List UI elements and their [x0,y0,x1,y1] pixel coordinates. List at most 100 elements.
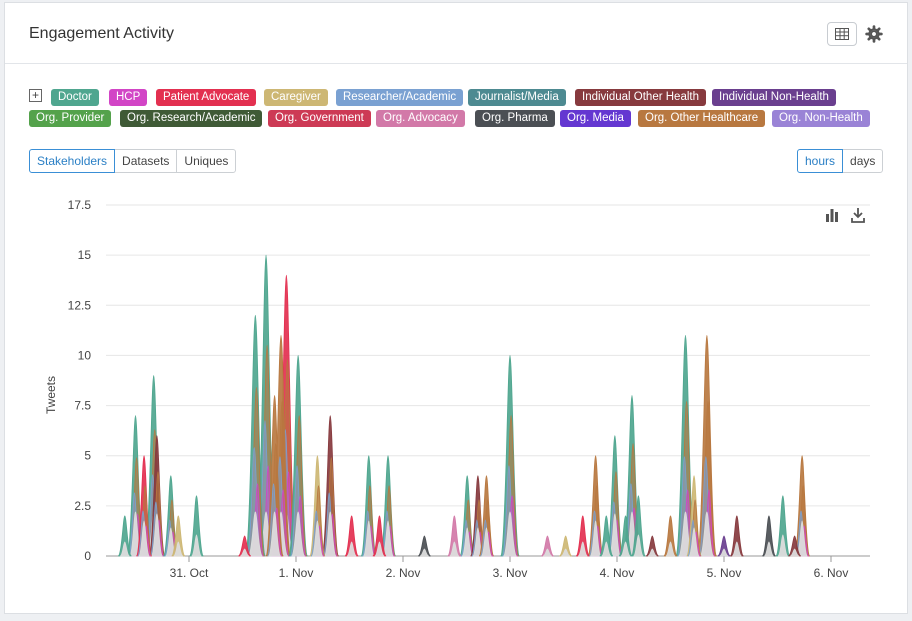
legend-item-org-media[interactable]: Org. Media [560,110,631,127]
data-point [599,515,614,557]
chart-areas [117,254,811,557]
data-point [344,515,359,557]
legend-item-hcp[interactable]: HCP [109,89,148,106]
data-point [601,541,612,557]
y-tick-label: 7.5 [74,399,91,413]
legend-item-org-research-academic[interactable]: Org. Research/Academic [120,110,263,127]
data-point [620,541,631,557]
engagement-activity-panel: Engagement Activity [4,2,908,614]
interval-tabs: hours days [797,149,884,173]
table-view-button[interactable] [827,22,857,46]
data-point [559,535,573,557]
legend-item-org-advocacy[interactable]: Org. Advocacy [376,110,465,127]
legend-item-org-pharma[interactable]: Org. Pharma [475,110,555,127]
data-point [633,534,644,557]
tab-uniques[interactable]: Uniques [176,149,237,173]
bar-chart-icon[interactable] [826,209,838,222]
y-tick-label: 17.5 [68,198,92,212]
data-point [119,541,130,557]
settings-button[interactable] [863,23,885,45]
legend-item-journalist-media[interactable]: Journalist/Media [468,89,566,106]
y-tick-label: 15 [78,248,92,262]
x-tick-label: 4. Nov [600,566,635,580]
data-point [268,511,282,557]
data-point [589,520,602,557]
data-point [788,535,802,557]
data-point [362,520,375,557]
data-point [761,515,777,557]
data-point [191,534,202,557]
data-point [117,515,132,557]
data-point [699,511,715,557]
x-tick-label: 31. Oct [170,566,209,580]
data-point [717,535,731,557]
tab-stakeholders[interactable]: Stakeholders [29,149,116,173]
data-point [561,548,571,557]
tab-days[interactable]: days [842,149,884,173]
legend-expand-toggle[interactable]: + [29,89,42,102]
legend-item-individual-non-health[interactable]: Individual Non-Health [712,89,836,106]
data-point [540,535,555,557]
gear-icon [865,25,883,43]
data-point [461,527,473,557]
legend-item-org-other-healthcare[interactable]: Org. Other Healthcare [638,110,766,127]
data-point [688,527,700,557]
view-tabs: Stakeholders Datasets Uniques [29,149,237,173]
y-tick-label: 12.5 [68,298,92,312]
legend-item-patient-advocate[interactable]: Patient Advocate [156,89,257,106]
legend-item-caregiver[interactable]: Caregiver [264,89,328,106]
x-axis: 31. Oct 1. Nov 2. Nov 3. Nov 4. Nov 5. Nov 6. … [170,556,849,580]
x-tick-label: 1. Nov [279,566,314,580]
data-point [173,541,184,557]
legend-item-doctor[interactable]: Doctor [51,89,99,106]
data-point [346,541,357,557]
data-point [647,548,657,557]
data-point [577,541,588,557]
x-tick-label: 6. Nov [814,566,849,580]
x-tick-label: 5. Nov [707,566,742,580]
data-point [311,520,324,557]
y-tick-label: 2.5 [74,499,91,513]
data-point [238,535,252,557]
download-icon[interactable] [851,208,865,223]
legend-item-org-non-health[interactable]: Org. Non-Health [772,110,870,127]
y-axis-label: Tweets [44,376,58,414]
tab-hours[interactable]: hours [797,149,844,173]
data-point [480,527,493,557]
x-tick-label: 3. Nov [493,566,528,580]
legend-item-org-provider[interactable]: Org. Provider [29,110,112,127]
data-point [665,541,676,557]
data-point [618,515,633,557]
y-axis: 0 2.5 5 7.5 10 12.5 15 17.5 [68,198,92,563]
y-tick-label: 10 [78,348,92,362]
data-point [417,535,431,557]
data-point [372,515,387,557]
legend-item-org-government[interactable]: Org. Government [268,110,371,127]
data-point [608,513,621,557]
data-point [729,515,744,557]
data-point [663,515,678,557]
data-point [777,534,789,557]
tab-datasets[interactable]: Datasets [114,149,178,173]
data-point [719,548,729,557]
y-tick-label: 0 [84,549,91,563]
data-point [419,548,429,557]
engagement-chart: 0 2.5 5 7.5 10 12.5 15 17.5 31. Oct 1. Nov 2. Nov… [44,198,870,580]
data-point [374,541,385,557]
legend-item-researcher-academic[interactable]: Researcher/Academic [336,89,464,106]
y-tick-label: 5 [84,449,91,463]
data-point [645,535,659,557]
data-point [630,495,646,557]
panel-header: Engagement Activity [5,3,907,64]
data-point [575,515,590,557]
data-point [247,511,263,557]
data-point [542,548,553,557]
data-point [449,541,460,557]
data-point [447,515,462,557]
table-icon [835,28,849,40]
data-point [240,548,250,557]
legend-item-individual-other-health[interactable]: Individual Other Health [575,89,706,106]
data-point [731,541,742,557]
panel-title: Engagement Activity [29,25,174,42]
data-point [796,520,808,557]
